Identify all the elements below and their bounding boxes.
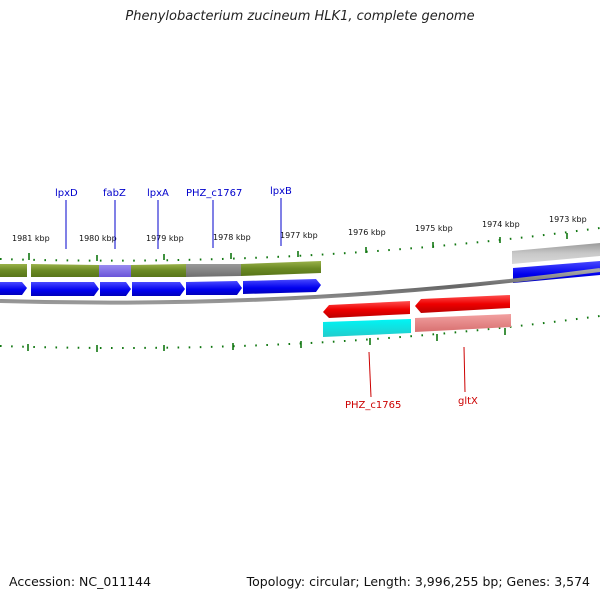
tick-label-1974: 1974 kbp xyxy=(482,220,520,229)
gene-arrow-phz-c1765 xyxy=(323,301,410,318)
cog-segment xyxy=(31,264,99,277)
cog-segment xyxy=(241,261,321,276)
gene-arrow-phz-c1767 xyxy=(186,281,242,295)
cog-segment xyxy=(131,264,186,277)
cog-segment xyxy=(512,243,600,264)
tick-label-1975: 1975 kbp xyxy=(415,224,453,233)
tick-label-1973: 1973 kbp xyxy=(549,215,587,224)
gene-label-lpxA: lpxA xyxy=(147,188,169,199)
cog-track-forward xyxy=(0,243,600,277)
cog-segment xyxy=(323,319,411,337)
cog-track-reverse xyxy=(323,314,511,337)
gene-label-phz-c1767: PHZ_c1767 xyxy=(186,188,242,199)
gene-label-lpxD: lpxD xyxy=(55,188,78,199)
accession-text: Accession: NC_011144 xyxy=(9,574,152,589)
gene-label-lpxB: lpxB xyxy=(270,186,292,197)
tick-label-1979: 1979 kbp xyxy=(146,234,184,243)
gene-arrow-lpxB xyxy=(243,279,321,294)
cog-segment xyxy=(415,314,511,332)
cog-segment xyxy=(0,264,27,277)
connector-gltX xyxy=(463,346,466,393)
gene-arrow-gltX xyxy=(415,295,510,313)
gene-track-reverse xyxy=(323,295,510,318)
outer-ruler xyxy=(0,227,600,262)
cog-segment xyxy=(99,265,131,277)
gene-label-phz-c1765: PHZ_c1765 xyxy=(345,400,401,411)
tick-label-1977: 1977 kbp xyxy=(280,231,318,240)
tick-label-1981: 1981 kbp xyxy=(12,234,50,243)
gene-arrow-lpxD xyxy=(31,282,99,296)
tick-label-1980: 1980 kbp xyxy=(79,234,117,243)
topology-text: Topology: circular; Length: 3,996,255 bp… xyxy=(246,574,590,589)
gene-track-forward xyxy=(0,261,600,296)
gene-label-gltX: gltX xyxy=(458,396,478,407)
connector-phz-c1765 xyxy=(368,351,372,398)
gene-arrow-forward xyxy=(0,282,27,295)
tick-label-1976: 1976 kbp xyxy=(348,228,386,237)
inner-ruler xyxy=(0,315,600,352)
cog-segment xyxy=(186,264,241,277)
map-title: Phenylobacterium zucineum HLK1, complete… xyxy=(125,9,475,24)
gene-label-fabZ: fabZ xyxy=(103,188,126,199)
gene-arrow-fabZ xyxy=(100,282,131,296)
tick-label-1978: 1978 kbp xyxy=(213,233,251,242)
gene-arrow-lpxA xyxy=(132,282,185,296)
genome-backbone xyxy=(0,268,600,305)
